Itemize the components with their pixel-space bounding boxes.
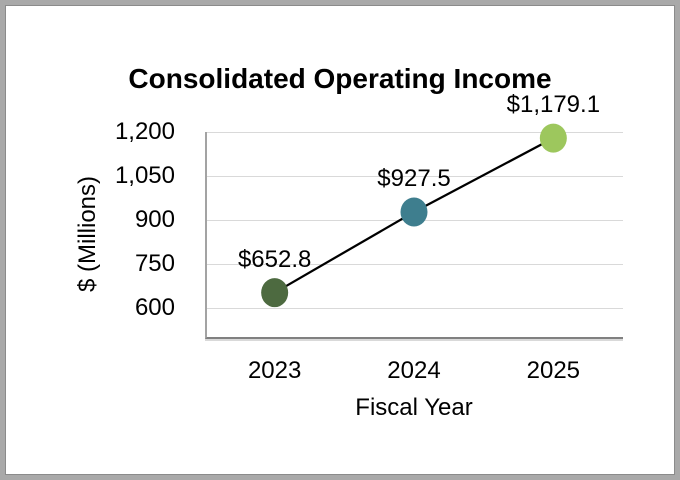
plot-area [205,131,623,339]
gridline [207,307,623,309]
data-label: $927.5 [377,165,451,192]
y-tick-label: 900 [134,206,175,234]
gridline [207,219,623,221]
y-tick-label: 600 [134,294,175,322]
x-tick-label: 2024 [387,357,441,384]
data-label: $652.8 [237,245,312,273]
y-tick-label: 1,200 [114,118,175,145]
y-tick-label: 750 [134,250,175,278]
x-tick-label: 2023 [247,357,302,384]
y-tick-label: 1,050 [114,162,175,190]
chart-title: Consolidated Operating Income [128,63,552,94]
data-label: $1,179.1 [506,91,601,119]
x-tick-label: 2025 [526,357,581,384]
x-axis-title: Fiscal Year [355,394,473,421]
gridline [207,131,623,133]
